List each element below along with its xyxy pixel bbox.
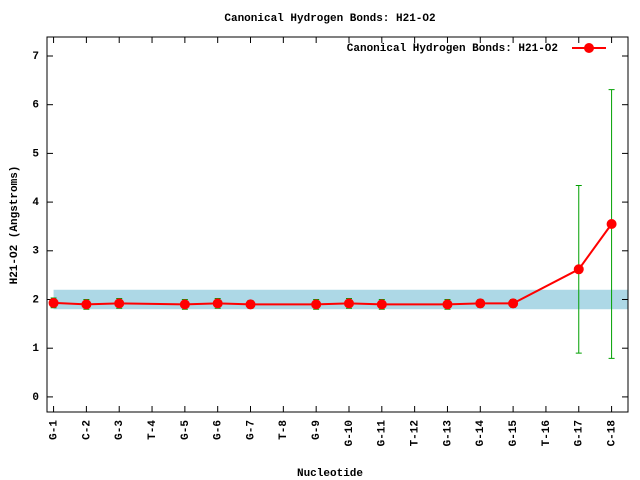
x-tick-label: G-5 (180, 420, 192, 440)
y-tick-label: 2 (32, 294, 39, 306)
data-point (606, 219, 617, 230)
y-axis-label: H21-O2 (Angstroms) (9, 166, 21, 285)
x-tick-label: G-17 (574, 420, 586, 446)
x-tick-label: G-7 (245, 420, 257, 440)
x-axis-label: Nucleotide (297, 468, 363, 480)
x-tick-label: C-18 (606, 420, 618, 447)
data-point (81, 299, 92, 310)
data-point (343, 298, 354, 309)
x-tick-label: G-9 (311, 420, 323, 440)
x-tick-label: T-8 (278, 420, 290, 440)
data-point (48, 297, 59, 308)
data-point (376, 299, 387, 310)
x-tick-label: T-16 (541, 420, 553, 446)
data-point (212, 298, 223, 309)
data-point (475, 298, 486, 309)
y-tick-label: 6 (32, 100, 39, 112)
x-tick-label: G-13 (442, 420, 454, 447)
data-point (245, 299, 256, 310)
data-point (508, 298, 519, 309)
data-point (442, 299, 453, 310)
data-point (179, 299, 190, 310)
legend-label: Canonical Hydrogen Bonds: H21-O2 (347, 43, 558, 55)
x-tick-label: C-2 (81, 420, 93, 440)
data-point (311, 299, 322, 310)
x-tick-label: G-15 (508, 420, 520, 447)
reference-band (53, 289, 629, 310)
x-tick-label: G-3 (114, 420, 126, 440)
y-tick-label: 1 (32, 343, 39, 355)
x-tick-label: G-6 (213, 420, 225, 440)
data-point (114, 298, 125, 309)
data-point (573, 264, 584, 275)
x-tick-label: G-10 (344, 420, 356, 446)
y-tick-label: 5 (32, 148, 39, 160)
x-tick-label: T-12 (410, 420, 422, 446)
y-tick-label: 4 (32, 197, 39, 209)
legend-marker (584, 43, 594, 53)
y-tick-label: 3 (32, 246, 39, 258)
x-tick-label: G-14 (475, 420, 487, 447)
x-tick-label: G-1 (48, 420, 60, 440)
x-tick-label: T-4 (147, 420, 159, 440)
data-line (53, 223, 613, 306)
x-tick-label: G-11 (377, 420, 389, 447)
y-tick-label: 7 (32, 51, 39, 63)
y-tick-label: 0 (32, 392, 39, 404)
plot-frame (46, 36, 629, 413)
chart-title: Canonical Hydrogen Bonds: H21-O2 (224, 13, 435, 25)
